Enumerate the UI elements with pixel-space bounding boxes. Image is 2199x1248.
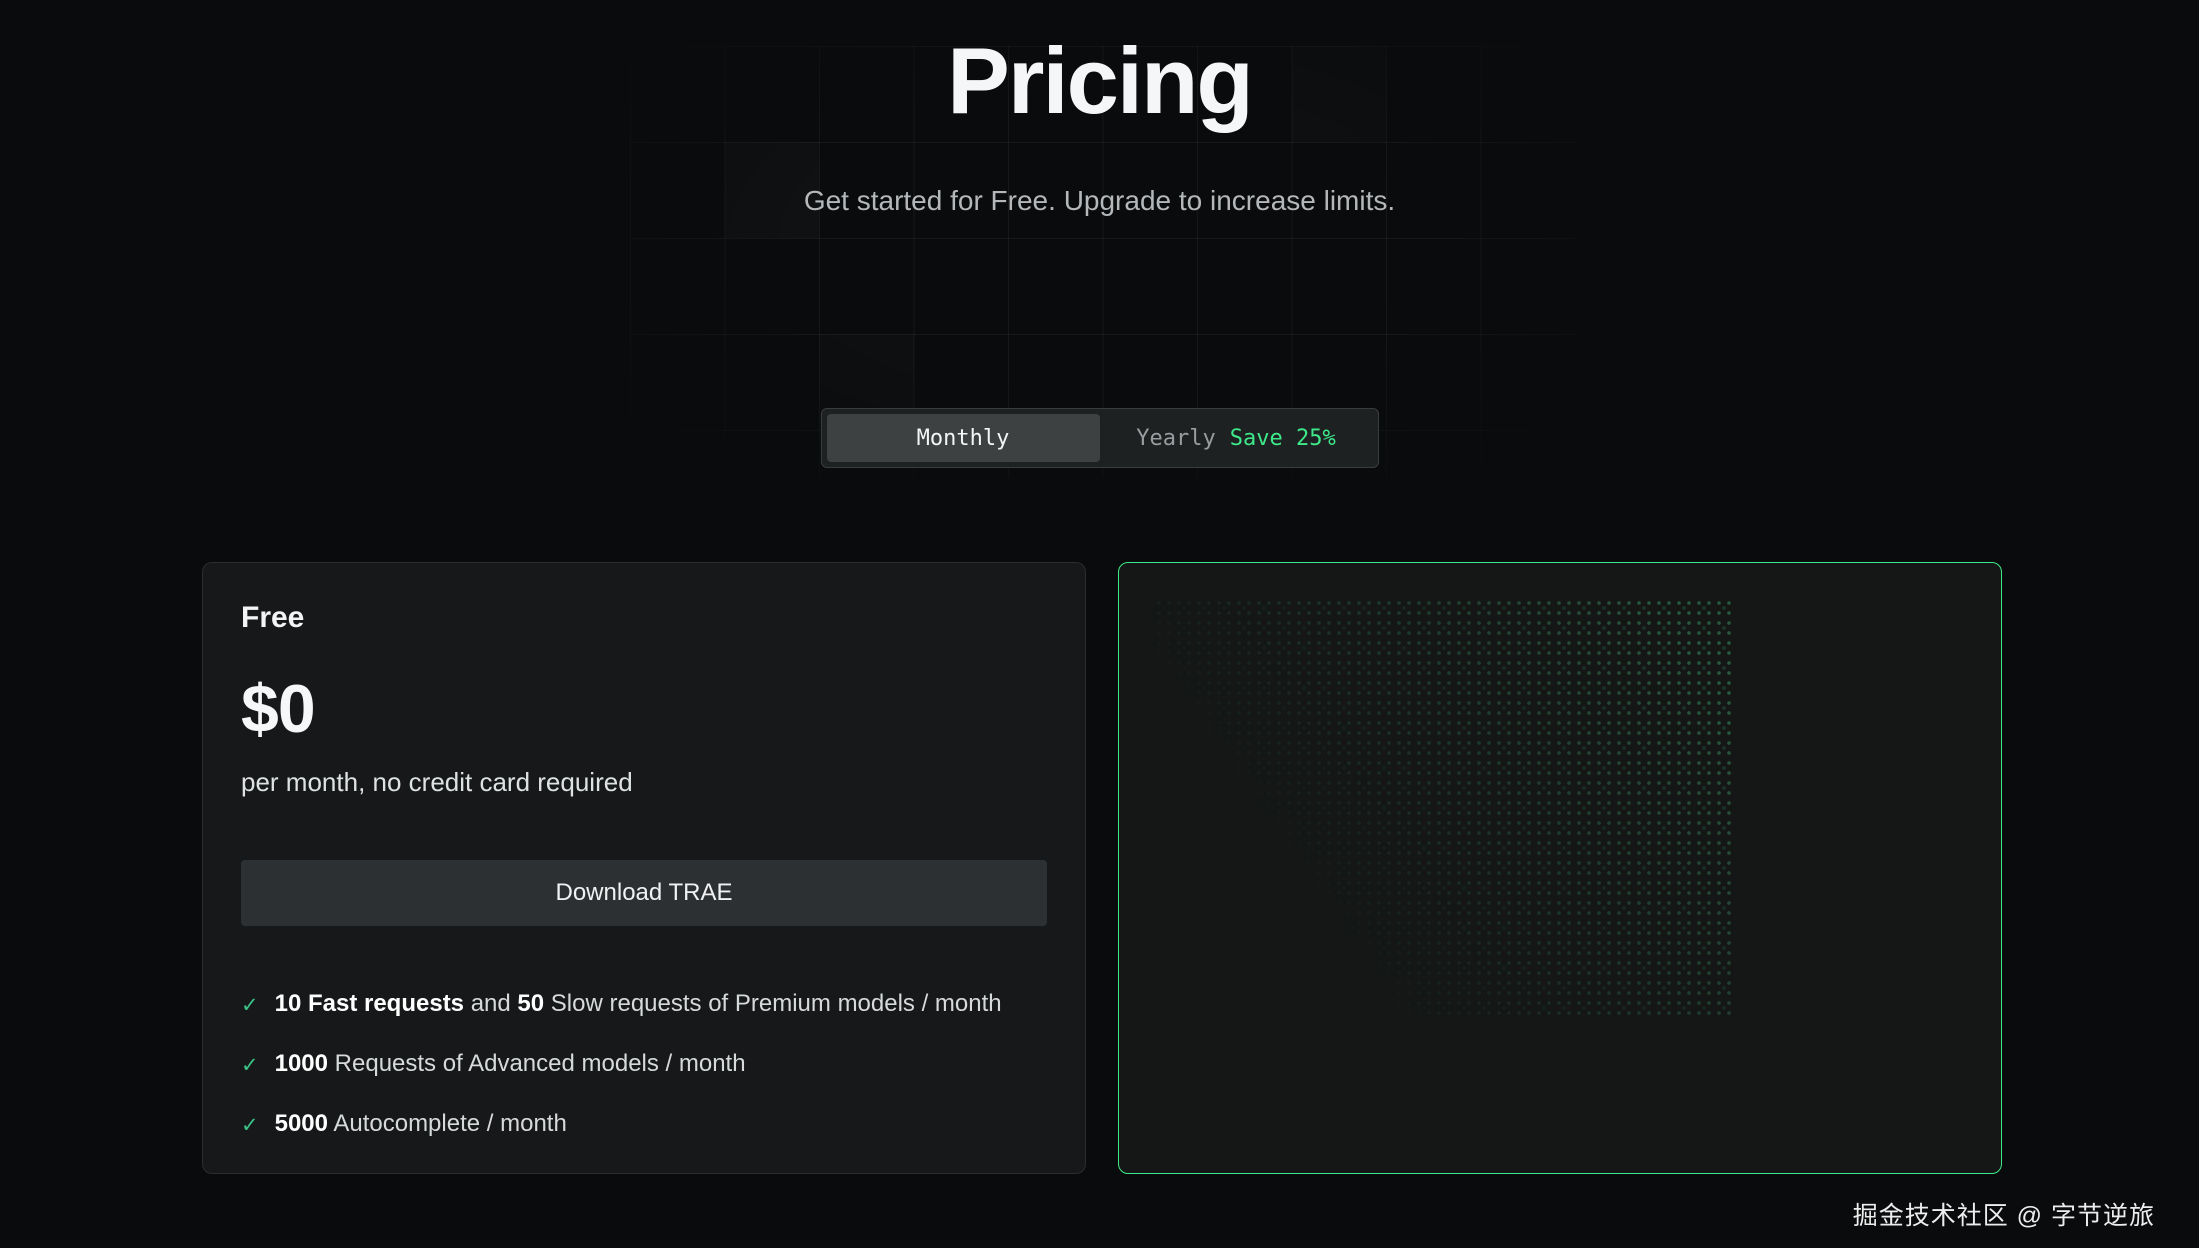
page-subtitle: Get started for Free. Upgrade to increas… — [803, 185, 1396, 216]
feature-list-free: ✓ 10 Fast requests and 50 Slow requests o… — [241, 988, 1047, 1140]
watermark: 掘金技术社区 @ 字节逆旅 — [1852, 1202, 2155, 1230]
feature-item: ✓ 10 Fast requests and 50 Slow requests o… — [241, 988, 1047, 1020]
feature-item: ✓ 1000 Requests of Advanced models / mont… — [241, 1048, 1047, 1080]
page-title: Pricing — [947, 28, 1254, 133]
feature-text: 5000 Autocomplete / month — [274, 1110, 567, 1137]
feature-text: 1000 Requests of Advanced models / month — [274, 1050, 746, 1077]
save-badge: Save 25% — [1229, 425, 1336, 451]
plan-caption-free: per month, no credit card required — [241, 767, 633, 797]
plan-name-free: Free — [241, 601, 305, 634]
plan-price-free: $0 — [241, 671, 316, 747]
pricing-cards: Free $0 per month, no credit card requir… — [202, 562, 2002, 1174]
yearly-toggle-button[interactable]: Yearly Save 25% — [1100, 414, 1373, 462]
pro-plan-card: Pro $10 per month, billed monthly Manage… — [1118, 562, 2002, 1174]
feature-text: 10 Fast requests and 50 Slow requests of… — [274, 990, 1002, 1017]
yearly-label: Yearly — [1136, 425, 1216, 451]
monthly-toggle-button[interactable]: Monthly — [826, 414, 1100, 462]
check-icon: ✓ — [241, 1053, 259, 1077]
billing-toggle: Monthly Yearly Save 25% — [820, 408, 1379, 468]
check-icon: ✓ — [241, 993, 259, 1017]
download-trae-button[interactable]: Download TRAE — [241, 860, 1047, 926]
dot-pattern — [1157, 601, 1737, 1021]
feature-item: ✓ 5000 Autocomplete / month — [241, 1108, 1047, 1140]
check-icon: ✓ — [241, 1113, 259, 1137]
plan-name-pro: Pro — [1157, 1171, 1963, 1173]
free-plan-card: Free $0 per month, no credit card requir… — [202, 562, 1086, 1174]
